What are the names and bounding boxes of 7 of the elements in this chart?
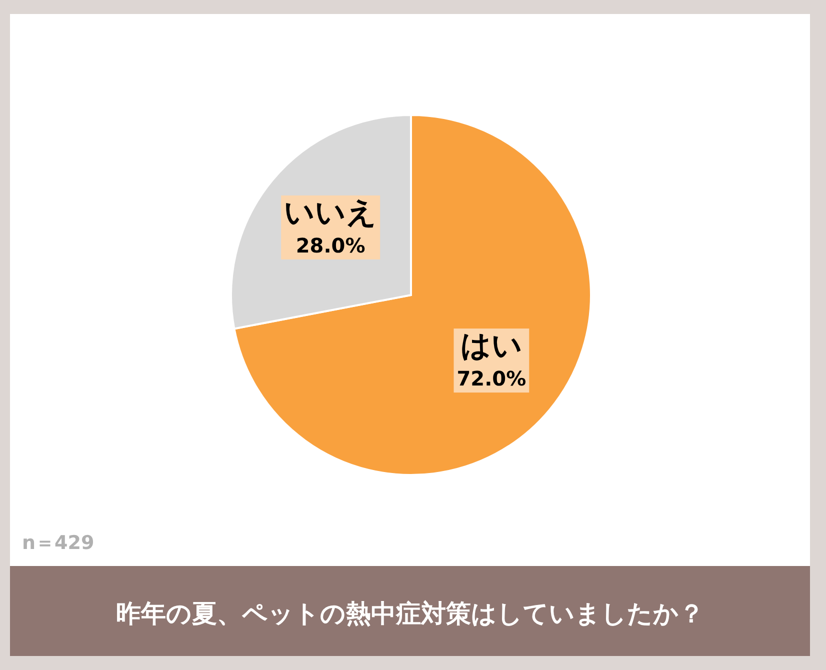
text: 昨年の夏、ペットの熱中症対策はしていましたか？: [116, 599, 704, 628]
slice-label: いいえ: [284, 195, 378, 230]
data-label: 72.0%: [456, 366, 526, 391]
data-label: 28.0%: [296, 233, 366, 258]
pie-slice: [233, 114, 592, 476]
text: n＝429: [22, 532, 94, 554]
slice-label: はい: [460, 328, 522, 364]
